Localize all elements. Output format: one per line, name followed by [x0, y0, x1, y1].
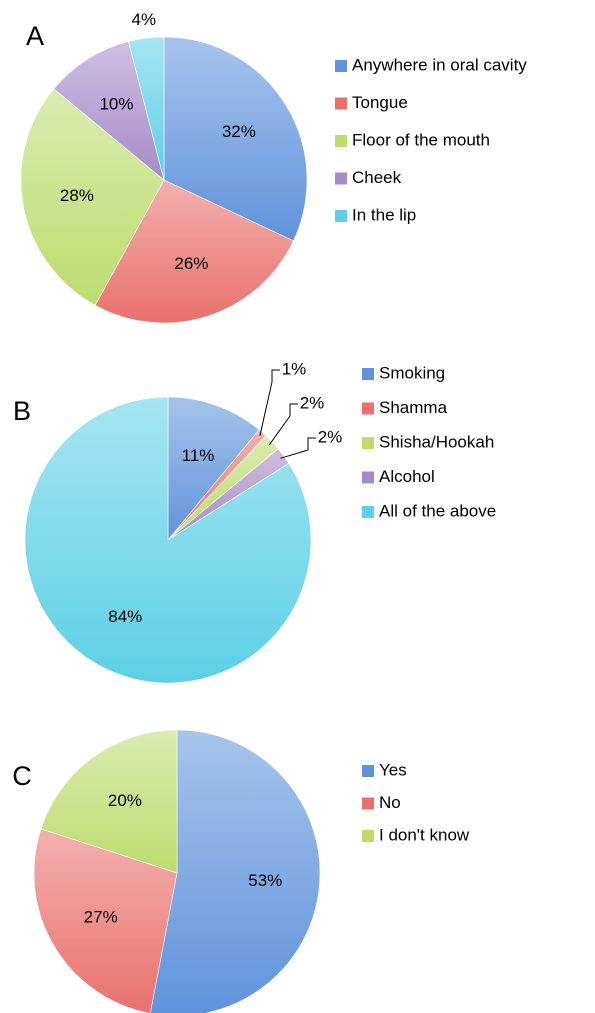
- leader-line: [268, 403, 298, 446]
- slice-shade: [149, 729, 321, 1013]
- legend-label: In the lip: [352, 205, 416, 224]
- legend-label: Shisha/Hookah: [379, 432, 494, 451]
- data-label: 53%: [248, 871, 282, 890]
- leader-line: [259, 369, 280, 436]
- legend-label: Anywhere in oral cavity: [352, 55, 527, 74]
- legend-swatch: [362, 765, 374, 777]
- slice-shade: [167, 396, 260, 541]
- legend-swatch: [362, 402, 374, 415]
- legend-label: Tongue: [352, 93, 408, 112]
- slice-shade: [40, 729, 178, 874]
- legend-label: All of the above: [379, 501, 496, 520]
- legend-swatch: [362, 437, 374, 449]
- pie: 32% 26% 28% 10% 4%: [20, 10, 308, 324]
- data-label: 32%: [222, 122, 256, 141]
- slice-shade: [33, 828, 178, 1013]
- legend-swatch: [362, 830, 374, 842]
- data-label: 4%: [132, 10, 157, 29]
- panel-label: C: [12, 761, 32, 791]
- legend-label: No: [379, 793, 401, 812]
- data-label: 28%: [60, 186, 94, 205]
- legend-swatch: [362, 506, 374, 518]
- slice-shade: [128, 36, 165, 181]
- legend-label: Shamma: [379, 398, 448, 417]
- slice-shade: [24, 396, 312, 684]
- legend-swatch: [335, 97, 347, 110]
- legend-swatch: [362, 471, 374, 484]
- legend-swatch: [362, 797, 374, 810]
- data-label: 20%: [108, 791, 142, 810]
- legend-label: Smoking: [379, 363, 445, 382]
- data-label: 10%: [99, 95, 133, 114]
- data-label: 2%: [318, 427, 343, 446]
- legend-label: I don't know: [379, 825, 470, 844]
- legend-swatch: [335, 210, 347, 222]
- legend-swatch: [335, 172, 347, 185]
- data-label: 26%: [174, 254, 208, 273]
- legend-label: Floor of the mouth: [352, 130, 490, 149]
- slice-shade: [20, 88, 165, 306]
- legend-swatch: [362, 368, 374, 380]
- data-label: 1%: [282, 359, 307, 378]
- data-label: 2%: [300, 393, 325, 412]
- pie: 11% 1% 2% 2% 84%: [24, 359, 343, 684]
- slice-shade: [53, 41, 165, 181]
- leader-line: [280, 437, 316, 459]
- legend-label: Yes: [379, 760, 407, 779]
- data-label: 11%: [182, 446, 215, 465]
- pie: 53% 27% 20%: [33, 729, 321, 1013]
- panel-label: A: [26, 21, 44, 51]
- legend-label: Alcohol: [379, 467, 435, 486]
- legend-swatch: [335, 60, 347, 72]
- panel-label: B: [13, 396, 31, 426]
- legend-swatch: [335, 135, 347, 147]
- slice-shade: [163, 36, 308, 242]
- legend-label: Cheek: [352, 168, 402, 187]
- data-label: 27%: [84, 908, 118, 927]
- data-label: 84%: [108, 607, 142, 626]
